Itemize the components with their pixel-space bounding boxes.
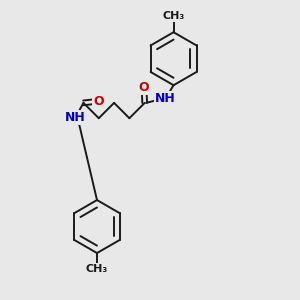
Text: NH: NH — [65, 110, 85, 124]
Text: CH₃: CH₃ — [162, 11, 185, 21]
Text: O: O — [94, 95, 104, 108]
Text: NH: NH — [155, 92, 176, 105]
Text: O: O — [139, 81, 149, 94]
Text: CH₃: CH₃ — [86, 264, 108, 274]
